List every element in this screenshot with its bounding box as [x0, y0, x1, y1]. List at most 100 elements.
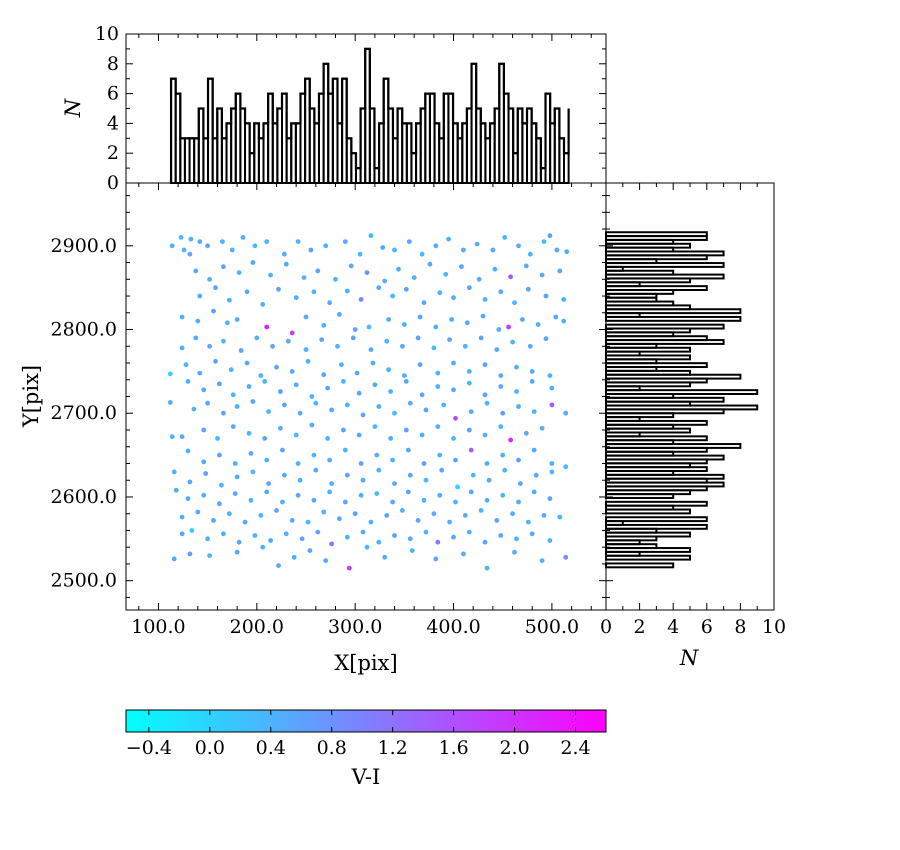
scatter-point [236, 270, 242, 275]
scatter-point [205, 243, 211, 249]
scatter-point [421, 461, 427, 466]
scatter-point [252, 243, 258, 249]
scatter-point [282, 472, 287, 478]
scatter-point [547, 373, 553, 378]
scatter-point [451, 534, 456, 540]
scatter-point [523, 430, 529, 436]
scatter-point [226, 297, 232, 303]
scatter-point [468, 489, 474, 495]
scatter-point [402, 373, 407, 378]
scatter-point [224, 320, 230, 326]
scatter-point [541, 513, 547, 518]
scatter-point [400, 343, 405, 349]
top-histogram-y-label: N [61, 98, 85, 118]
scatter-point [282, 251, 287, 257]
scatter-point [207, 276, 213, 282]
scatter-point [461, 247, 466, 253]
scatter-point [283, 261, 289, 267]
scatter-point [171, 556, 177, 562]
scatter-point [254, 335, 260, 341]
scatter-point [327, 489, 332, 495]
scatter-point [392, 410, 397, 416]
scatter-point [201, 427, 207, 433]
scatter-point [213, 285, 218, 291]
scatter-point [268, 538, 273, 543]
scatter-point [514, 364, 519, 370]
scatter-point [461, 551, 466, 557]
top-hist-y-tick-label: 6 [107, 83, 119, 105]
scatter-point [248, 451, 254, 456]
scatter-point [441, 402, 447, 408]
scatter-point [301, 275, 307, 280]
scatter-point [405, 489, 411, 495]
scatter-point [468, 447, 474, 453]
colorbar-tick-label: 2.4 [560, 737, 590, 759]
top-histogram-panel: 0 2 4 6 8 10 [95, 23, 607, 194]
scatter-point [178, 235, 184, 240]
scatter-point [372, 424, 378, 429]
scatter-point [169, 243, 175, 249]
scatter-point [187, 479, 193, 485]
scatter-point [480, 313, 486, 319]
scatter-point [451, 387, 456, 393]
scatter-point [466, 529, 472, 535]
x-axis-label: X[pix] [334, 651, 397, 675]
scatter-point [529, 531, 535, 537]
scatter-point [486, 477, 492, 483]
scatter-point [299, 536, 305, 542]
y-tick-label: 2700.0 [51, 402, 117, 424]
scatter-point [392, 481, 397, 486]
top-histogram-outline [169, 47, 570, 183]
scatter-point [193, 335, 199, 341]
scatter-point [356, 432, 362, 438]
scatter-point [423, 477, 429, 483]
scatter-point [502, 235, 508, 240]
scatter-point [433, 243, 439, 249]
scatter-point [230, 424, 236, 429]
scatter-point [431, 345, 437, 351]
scatter-point [167, 400, 173, 405]
scatter-point [366, 324, 372, 330]
scatter-point [527, 343, 533, 349]
scatter-point [484, 497, 490, 503]
scatter-point [466, 369, 472, 374]
scatter-point [502, 467, 508, 473]
scatter-point [274, 364, 279, 370]
scatter-point [197, 293, 203, 299]
scatter-point [435, 539, 441, 545]
scatter-point [297, 477, 303, 483]
scatter-point [183, 362, 189, 368]
scatter-point [278, 389, 283, 394]
scatter-point [283, 531, 289, 537]
scatter-point [549, 385, 555, 391]
scatter-point [382, 278, 388, 284]
y-tick-label: 2500.0 [51, 570, 117, 592]
histogram-bar [605, 516, 708, 523]
scatter-point [419, 392, 425, 398]
scatter-point [490, 247, 496, 253]
scatter-point [246, 430, 252, 436]
scatter-point [195, 318, 201, 324]
scatter-point [386, 317, 391, 322]
scatter-point [433, 324, 439, 330]
scatter-point [360, 529, 366, 535]
scatter-point [313, 400, 319, 406]
scatter-point [234, 404, 240, 409]
scatter-point [541, 239, 547, 245]
scatter-point [419, 432, 425, 438]
scatter-point [484, 565, 490, 571]
scatter-point [188, 236, 194, 242]
scatter-point [462, 513, 468, 518]
scatter-point [274, 508, 279, 513]
scatter-point [496, 327, 502, 332]
scatter-point [327, 300, 332, 306]
scatter-point [179, 514, 185, 520]
scatter-point [337, 516, 342, 522]
scatter-point [455, 484, 460, 490]
scatter-point [240, 235, 246, 240]
scatter-point [376, 285, 382, 291]
scatter-point [311, 497, 317, 503]
scatter-point [478, 335, 484, 341]
scatter-point [289, 330, 295, 336]
scatter-point [189, 528, 195, 533]
